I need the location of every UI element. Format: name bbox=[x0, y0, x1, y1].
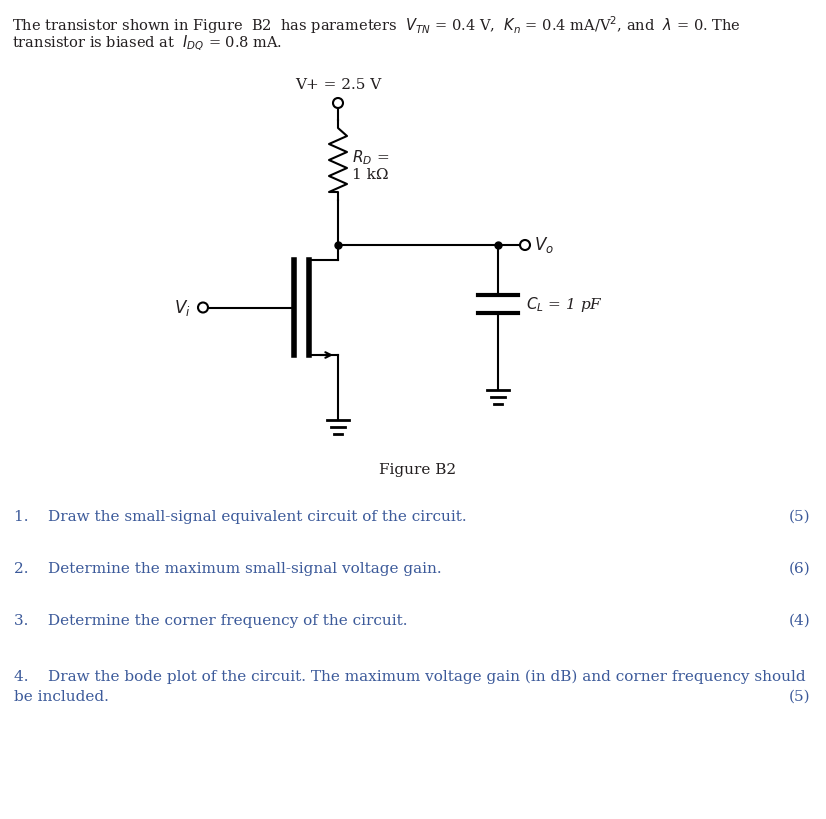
Text: $V_o$: $V_o$ bbox=[534, 235, 554, 255]
Text: $R_D$ =: $R_D$ = bbox=[352, 148, 389, 167]
Text: 1.    Draw the small-signal equivalent circuit of the circuit.: 1. Draw the small-signal equivalent circ… bbox=[14, 510, 467, 524]
Text: transistor is biased at  $I_{DQ}$ = 0.8 mA.: transistor is biased at $I_{DQ}$ = 0.8 m… bbox=[12, 34, 282, 53]
Text: be included.: be included. bbox=[14, 690, 109, 704]
Text: 3.    Determine the corner frequency of the circuit.: 3. Determine the corner frequency of the… bbox=[14, 614, 407, 628]
Text: 4.    Draw the bode plot of the circuit. The maximum voltage gain (in dB) and co: 4. Draw the bode plot of the circuit. Th… bbox=[14, 670, 805, 685]
Text: Figure B2: Figure B2 bbox=[379, 463, 457, 477]
Text: V+ = 2.5 V: V+ = 2.5 V bbox=[295, 78, 381, 92]
Text: 2.    Determine the maximum small-signal voltage gain.: 2. Determine the maximum small-signal vo… bbox=[14, 562, 442, 576]
Text: 1 kΩ: 1 kΩ bbox=[352, 168, 388, 182]
Text: (4): (4) bbox=[788, 614, 810, 628]
Text: (6): (6) bbox=[788, 562, 810, 576]
Text: (5): (5) bbox=[788, 690, 810, 704]
Text: $V_i$: $V_i$ bbox=[174, 297, 191, 318]
Text: $C_L$ = 1 pF: $C_L$ = 1 pF bbox=[526, 296, 603, 314]
Text: (5): (5) bbox=[788, 510, 810, 524]
Text: The transistor shown in Figure  B2  has parameters  $V_{TN}$ = 0.4 V,  $K_n$ = 0: The transistor shown in Figure B2 has pa… bbox=[12, 14, 741, 36]
